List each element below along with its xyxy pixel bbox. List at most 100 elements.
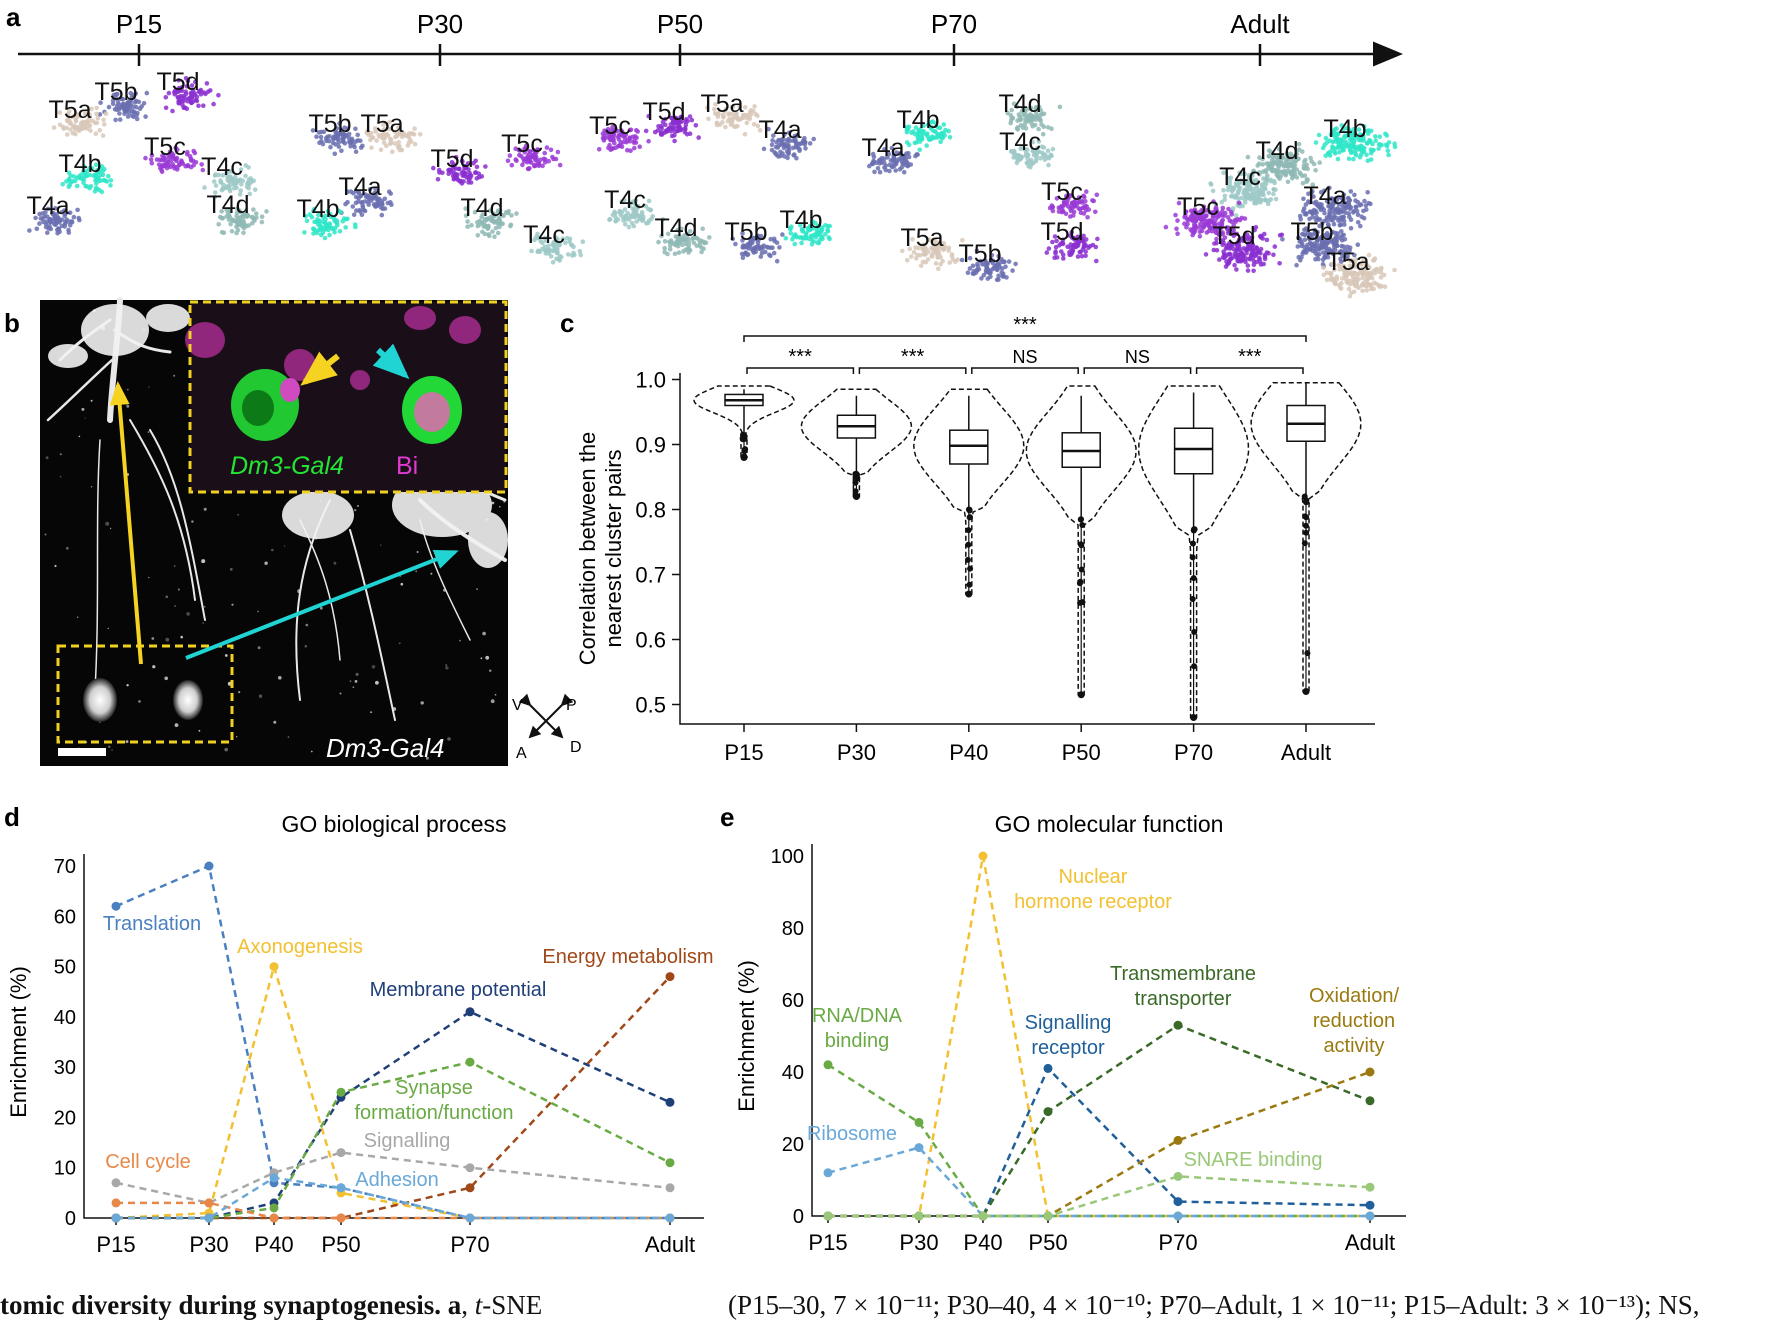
tsne-dot [1358, 152, 1364, 157]
tsne-dot [538, 157, 543, 163]
tsne-dot [643, 128, 649, 134]
tsne-dot [535, 147, 541, 153]
tsne-dot [761, 146, 767, 152]
tsne-dot [1297, 213, 1303, 219]
tsne-dot [1041, 152, 1046, 157]
tsne-dot [149, 160, 155, 166]
tsne-dot [52, 214, 57, 220]
speckle [489, 669, 492, 672]
tsne-dot [752, 104, 757, 109]
tsne-dot [662, 239, 668, 244]
series-point [823, 1211, 833, 1221]
tsne-dot [1315, 203, 1321, 209]
tsne-dot [477, 218, 483, 224]
tsne-dot [327, 134, 332, 139]
tsne-dot [507, 153, 513, 158]
tsne-dot [1260, 236, 1265, 241]
tsne-dot [1299, 254, 1304, 260]
outlier-point [1302, 513, 1309, 520]
tsne-dot [451, 177, 457, 182]
tsne-dot [204, 81, 210, 86]
tsne-dot [487, 233, 492, 239]
tsne-dot [1296, 147, 1302, 152]
tsne-dot [527, 149, 532, 154]
tsne-dot [1018, 116, 1024, 122]
tsne-dot [495, 221, 501, 227]
tsne-dot [1275, 173, 1281, 178]
box-P40 [949, 429, 989, 465]
tsne-dot [240, 178, 246, 184]
tsne-label-T4a: T4a [861, 134, 904, 162]
tsne-dot [1230, 185, 1235, 190]
tsne-dot [777, 245, 782, 250]
tsne-dot [68, 180, 74, 185]
tsne-dot [208, 88, 213, 93]
series-label-line: Oxidation/ [1309, 985, 1399, 1007]
tsne-dot [901, 169, 907, 175]
tsne-dot [1071, 201, 1077, 206]
tsne-dot [655, 128, 661, 133]
tsne-dot [1226, 184, 1231, 190]
speckle [371, 665, 376, 669]
tsne-dot [394, 134, 399, 139]
tsne-dot [179, 85, 185, 90]
tsne-dot [1346, 141, 1351, 147]
tsne-dot [818, 229, 824, 235]
tsne-dot [995, 267, 1000, 272]
tsne-dot [1303, 164, 1309, 170]
tsne-dot [1289, 157, 1294, 163]
tsne-dot [82, 121, 87, 126]
tsne-dot [1350, 130, 1356, 136]
tsne-dot [687, 229, 693, 234]
tsne-dot [197, 88, 202, 94]
tsne-dot [885, 155, 890, 160]
tsne-dot [401, 132, 406, 137]
tsne-dot [1226, 176, 1232, 181]
tsne-dot [1310, 214, 1315, 220]
tsne-dot [1203, 252, 1209, 257]
tsne-dot [1361, 149, 1367, 154]
tsne-dot [940, 258, 945, 264]
tsne-dot [435, 177, 441, 182]
tsne-dot [872, 169, 877, 175]
tsne-dot [1392, 267, 1397, 273]
tsne-dot [82, 164, 87, 169]
tsne-dot [1067, 249, 1072, 255]
speckle [380, 544, 382, 546]
tsne-dot [1094, 258, 1099, 264]
tsne-dot [1081, 244, 1087, 250]
tsne-dot [87, 112, 92, 117]
tsne-dot [247, 191, 253, 197]
tsne-dot [1376, 283, 1382, 288]
speckle [355, 672, 359, 676]
tsne-label-T4c: T4c [604, 186, 646, 214]
series-point [1043, 1107, 1053, 1117]
tsne-dot [757, 128, 763, 133]
tsne-label-T4c: T4c [999, 128, 1041, 156]
tsne-dot [1226, 206, 1231, 212]
violin-ytick-label: 1.0 [635, 368, 666, 393]
tsne-dot [1329, 205, 1334, 210]
tsne-dot [801, 140, 806, 145]
tsne-dot [356, 190, 362, 196]
tsne-label-T4c: T4c [523, 221, 565, 249]
tsne-dot [132, 100, 138, 105]
speckle [278, 676, 282, 680]
tsne-dot [542, 157, 548, 162]
tsne-dot [877, 169, 883, 175]
tsne-dot [532, 162, 537, 168]
violin-ytick-label: 0.8 [635, 498, 666, 523]
tsne-dot [784, 149, 790, 154]
tsne-dot [566, 252, 571, 257]
tsne-dot [631, 207, 637, 213]
tsne-dot [816, 224, 822, 229]
speckle [59, 453, 62, 456]
tsne-dot [557, 242, 562, 248]
tsne-dot [328, 212, 333, 217]
tsne-dot [1342, 237, 1348, 242]
outlier-point [741, 447, 748, 454]
tsne-dot [1066, 196, 1071, 201]
tsne-dot [1035, 145, 1040, 151]
tsne-dot [1292, 164, 1297, 169]
tsne-dot [463, 206, 469, 211]
